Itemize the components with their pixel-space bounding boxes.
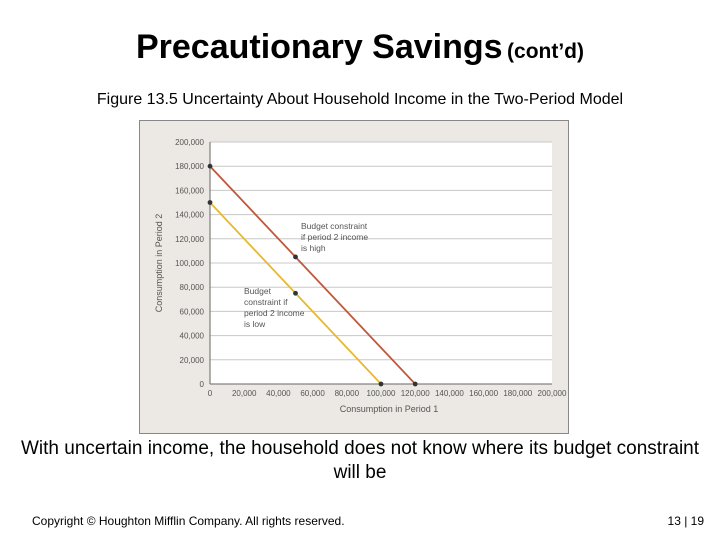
- slide-title-sub: (cont’d): [507, 40, 585, 63]
- chart-frame: 0 20,000 40,000 60,000 80,000 100,000 120,000 1…: [139, 120, 569, 434]
- x-tick-label-6: 120,000: [401, 389, 430, 398]
- series-1-point-0: [207, 200, 213, 205]
- series-1-annotation-line-2: period 2 income: [244, 308, 305, 318]
- y-tick-label-4: 80,000: [180, 283, 205, 292]
- x-tick-label-7: 140,000: [435, 389, 464, 398]
- series-0-annotation-line-2: is high: [301, 243, 326, 253]
- series-0-point-1: [293, 254, 298, 260]
- footer-copyright: Copyright © Houghton Mifflin Company. Al…: [32, 514, 345, 528]
- x-tick-label-0: 0: [208, 389, 213, 398]
- y-axis-label: Consumption in Period 2: [154, 214, 164, 313]
- body-text: With uncertain income, the household doe…: [20, 438, 700, 483]
- y-tick-label-3: 60,000: [180, 307, 205, 316]
- series-1-point-1: [293, 290, 298, 296]
- series-1-annotation-line-0: Budget: [244, 286, 272, 296]
- y-tick-label-8: 160,000: [175, 186, 204, 195]
- x-tick-label-2: 40,000: [266, 389, 291, 398]
- x-tick-label-10: 200,000: [538, 389, 567, 398]
- x-tick-label-8: 160,000: [469, 389, 498, 398]
- y-tick-label-9: 180,000: [175, 162, 204, 171]
- series-1-annotation-line-3: is low: [244, 319, 266, 329]
- series-0-annotation-line-0: Budget constraint: [301, 221, 368, 231]
- series-0-point-0: [207, 163, 213, 169]
- y-tick-label-5: 100,000: [175, 259, 204, 268]
- series-0-annotation-line-1: if period 2 income: [301, 232, 368, 242]
- y-tick-label-7: 140,000: [175, 211, 204, 220]
- figure-caption: Figure 13.5 Uncertainty About Household …: [96, 91, 624, 108]
- y-tick-label-0: 0: [200, 380, 205, 389]
- slide-title: Precautionary Savings (cont’d): [0, 28, 720, 67]
- x-tick-label-1: 20,000: [232, 389, 257, 398]
- x-tick-label-4: 80,000: [335, 389, 360, 398]
- series-1-point-2: [378, 381, 384, 387]
- slide-title-main: Precautionary Savings: [135, 28, 503, 66]
- x-tick-label-3: 60,000: [300, 389, 325, 398]
- y-tick-label-10: 200,000: [175, 138, 204, 147]
- y-tick-label-2: 40,000: [180, 332, 205, 341]
- series-1-annotation-line-1: constraint if: [244, 297, 288, 307]
- x-tick-label-9: 180,000: [503, 389, 532, 398]
- page-number: 13 | 19: [667, 514, 704, 528]
- y-tick-label-6: 120,000: [175, 235, 204, 244]
- series-0-point-2: [412, 381, 418, 387]
- x-axis-label: Consumption in Period 1: [340, 404, 439, 414]
- y-tick-label-1: 20,000: [180, 356, 205, 365]
- x-tick-label-5: 100,000: [367, 389, 396, 398]
- budget-constraint-chart: 0 20,000 40,000 60,000 80,000 100,000 120,000 1…: [154, 138, 567, 414]
